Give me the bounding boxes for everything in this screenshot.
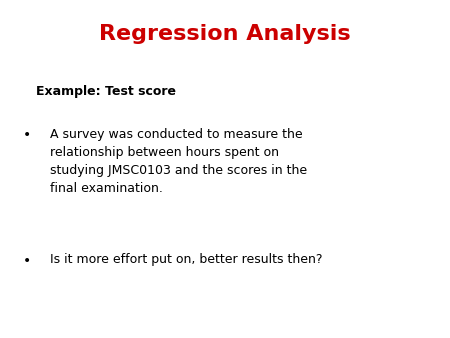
- Text: A survey was conducted to measure the
relationship between hours spent on
studyi: A survey was conducted to measure the re…: [50, 128, 306, 195]
- Text: •: •: [22, 254, 31, 267]
- Text: Is it more effort put on, better results then?: Is it more effort put on, better results…: [50, 254, 322, 266]
- Text: •: •: [22, 128, 31, 142]
- Text: Example: Test score: Example: Test score: [36, 84, 176, 97]
- Text: Regression Analysis: Regression Analysis: [99, 24, 351, 44]
